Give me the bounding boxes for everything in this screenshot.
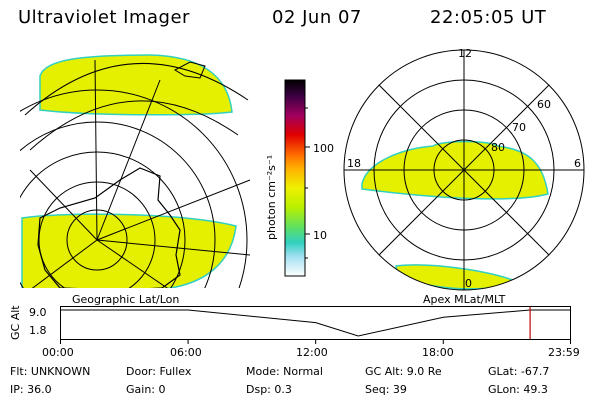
altitude-x-tick-0000: 00:00	[42, 346, 74, 359]
left-panel-label: Geographic Lat/Lon	[72, 293, 180, 306]
mlt-label-18: 18	[347, 157, 361, 170]
observation-time: 22:05:05 UT	[430, 7, 547, 28]
info-seq: Seq: 39	[365, 383, 407, 396]
info-dsp: Dsp: 0.3	[246, 383, 292, 396]
altitude-axis-title: GC Alt	[9, 305, 22, 340]
altitude-y-tick-min: 1.8	[29, 324, 47, 337]
polar-mlat-mlt-plot	[343, 49, 585, 291]
altitude-x-tick-1800: 18:00	[422, 346, 454, 359]
altitude-series-line	[60, 309, 571, 337]
altitude-x-tick-2359: 23:59	[548, 346, 580, 359]
geographic-map	[20, 54, 251, 288]
info-door: Door: Fullex	[126, 365, 192, 378]
mlt-label-0: 0	[465, 277, 472, 290]
colorbar	[284, 79, 310, 277]
info-ip: IP: 36.0	[10, 383, 52, 396]
app-title: Ultraviolet Imager	[18, 7, 190, 28]
aurora-band-polar-lower	[395, 264, 521, 290]
mlat-label-70: 70	[512, 121, 526, 134]
info-glon: GLon: 49.3	[488, 383, 548, 396]
colorbar-tick-100: 100	[313, 142, 334, 155]
mlt-label-12: 12	[458, 47, 472, 60]
altitude-x-tick-0600: 06:00	[170, 346, 202, 359]
altitude-x-ticks	[60, 339, 571, 344]
altitude-x-tick-1200: 12:00	[296, 346, 328, 359]
colorbar-unit-label: photon cm⁻²s⁻¹	[265, 154, 278, 240]
altitude-y-tick-max: 9.0	[29, 306, 47, 319]
info-glat: GLat: -67.7	[488, 365, 550, 378]
altitude-track-chart	[60, 306, 571, 344]
aurora-band-lower	[21, 213, 237, 288]
observation-date: 02 Jun 07	[272, 7, 362, 28]
info-flt: Flt: UNKNOWN	[10, 365, 91, 378]
info-gain: Gain: 0	[126, 383, 166, 396]
mlat-label-60: 60	[537, 98, 551, 111]
aurora-band-upper	[39, 54, 233, 116]
mlt-label-6: 6	[574, 157, 581, 170]
info-gc-alt: GC Alt: 9.0 Re	[365, 365, 442, 378]
colorbar-tick-10: 10	[313, 229, 327, 242]
mlat-label-80: 80	[491, 141, 505, 154]
info-mode: Mode: Normal	[246, 365, 323, 378]
right-panel-label: Apex MLat/MLT	[423, 293, 506, 306]
